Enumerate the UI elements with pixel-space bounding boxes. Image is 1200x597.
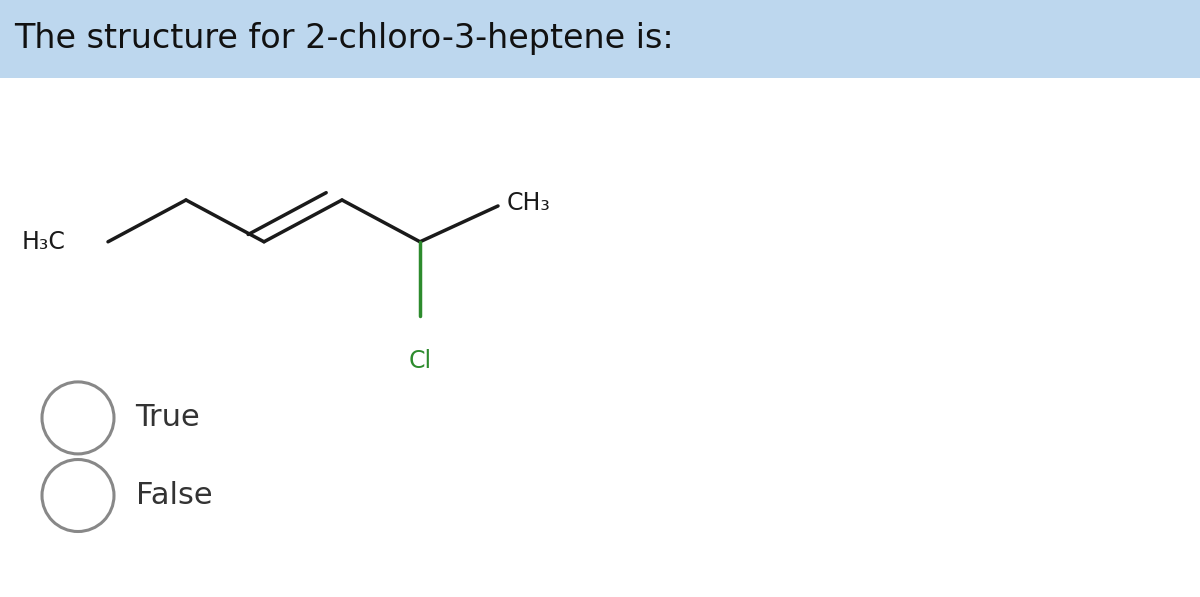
Text: Cl: Cl <box>408 349 432 373</box>
FancyBboxPatch shape <box>0 0 1200 78</box>
Text: False: False <box>136 481 212 510</box>
Text: CH₃: CH₃ <box>506 191 551 215</box>
Text: True: True <box>136 404 200 432</box>
Text: The structure for 2-chloro-3-heptene is:: The structure for 2-chloro-3-heptene is: <box>14 22 674 56</box>
Text: H₃C: H₃C <box>22 230 66 254</box>
